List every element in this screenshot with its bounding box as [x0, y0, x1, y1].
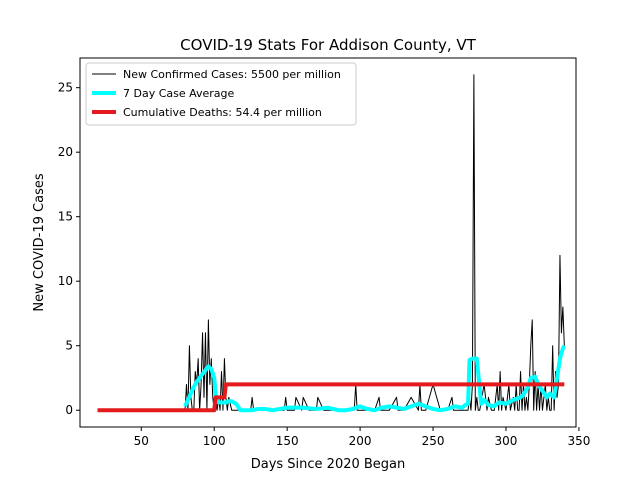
y-tick-label: 25: [58, 81, 73, 95]
series-layer: [97, 74, 567, 413]
chart-title: COVID-19 Stats For Addison County, VT: [180, 36, 476, 54]
x-tick-label: 250: [422, 434, 445, 448]
x-axis-label: Days Since 2020 Began: [251, 457, 406, 472]
x-tick-label: 350: [567, 434, 590, 448]
series-line-7-day-average: [183, 344, 567, 413]
x-axis-ticks: 50 100 150 200 250 300 350: [134, 427, 590, 448]
y-tick-label: 0: [65, 403, 73, 417]
legend-box: [85, 62, 357, 126]
y-tick-label: 20: [58, 145, 73, 159]
series-line-cumulative-deaths: [97, 382, 565, 413]
x-tick-label: 50: [134, 434, 149, 448]
legend-label-cumulative-deaths: Cumulative Deaths: 54.4 per million: [123, 106, 322, 119]
x-tick-label: 200: [349, 434, 372, 448]
legend-label-7-day-average: 7 Day Case Average: [123, 87, 235, 100]
y-tick-label: 15: [58, 210, 73, 224]
legend: New Confirmed Cases: 5500 per million 7 …: [85, 62, 357, 126]
y-axis-label: New COVID-19 Cases: [32, 173, 47, 311]
x-tick-label: 300: [495, 434, 518, 448]
x-tick-label: 100: [203, 434, 226, 448]
plot-frame: [79, 57, 577, 428]
y-axis-ticks: 0 5 10 15 20 25: [58, 81, 80, 417]
legend-label-new-cases: New Confirmed Cases: 5500 per million: [123, 68, 341, 81]
series-line-new-cases: [184, 74, 565, 411]
y-tick-label: 10: [58, 274, 73, 288]
x-tick-label: 150: [276, 434, 299, 448]
y-tick-label: 5: [65, 339, 73, 353]
